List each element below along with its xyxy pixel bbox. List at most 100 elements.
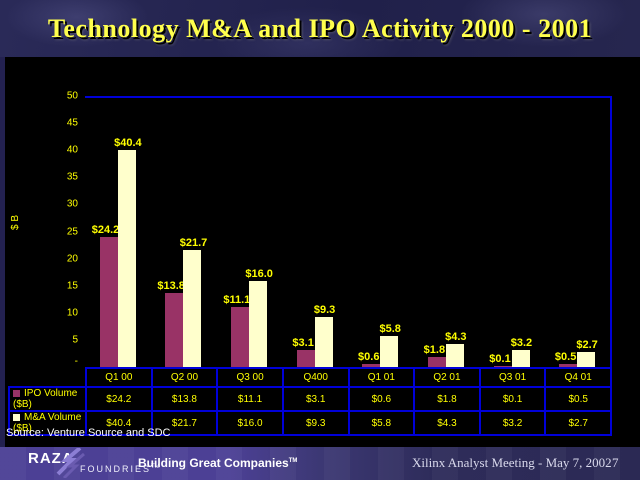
bar-slot: $21.7: [180, 98, 207, 367]
page-title: Technology M&A and IPO Activity 2000 - 2…: [47, 13, 593, 43]
x-axis-label: Q2 01: [413, 367, 481, 388]
foundries-logo-text: FOUNDRIESTM: [80, 464, 160, 474]
x-axis-label: Q2 00: [150, 367, 219, 388]
bar-value-label: $11.1: [223, 294, 251, 307]
ipo-bar: [559, 364, 578, 367]
bar-slot: $13.8: [157, 98, 185, 367]
bar-group: $3.1 $9.3: [282, 98, 348, 367]
y-tick-label: 40: [66, 144, 78, 156]
table-value-cell: $2.7: [544, 410, 612, 436]
bar-value-label: $0.5: [554, 351, 577, 364]
bar-value-label: $0.1: [489, 353, 511, 366]
left-edge-strip: [0, 57, 5, 447]
bar-value-label: $40.4: [114, 136, 142, 149]
bar-group: $0.6 $5.8: [348, 98, 414, 367]
y-tick-label: 45: [66, 117, 78, 129]
y-tick-label: 10: [66, 307, 78, 319]
title-band: Technology M&A and IPO Activity 2000 - 2…: [0, 0, 640, 57]
x-axis-label: Q4 01: [544, 367, 612, 388]
bar-value-label: $3.2: [510, 336, 533, 349]
foundries-label: FOUNDRIES: [80, 464, 152, 474]
ipo-bar: [493, 366, 512, 367]
table-value-cell: $0.5: [544, 386, 612, 412]
y-tick-label: 50: [66, 90, 78, 102]
y-tick-label: 15: [66, 280, 78, 292]
tagline-trademark: TM: [288, 458, 298, 464]
x-axis-label: Q1 00: [85, 367, 153, 388]
bar-value-label: $1.8: [423, 344, 446, 357]
ipo-bar: [427, 357, 446, 367]
ma-bar: [183, 250, 202, 367]
bar-slot: $2.7: [576, 98, 598, 367]
y-tick-label: 35: [66, 171, 78, 183]
table-value-cell: $3.2: [478, 410, 547, 436]
ipo-bar: [362, 363, 381, 367]
bar-group: $24.2 $40.4: [85, 98, 151, 367]
bar-group: $13.8 $21.7: [151, 98, 217, 367]
ma-bar: [445, 343, 464, 367]
bar-group: $11.1 $16.0: [216, 98, 282, 367]
table-value-cell: $11.1: [216, 386, 284, 412]
page-number: 7: [612, 455, 619, 470]
bar-group: $0.1 $3.2: [479, 98, 545, 367]
bar-slot: $24.2: [92, 98, 119, 367]
bar-value-label: $0.6: [358, 350, 380, 363]
bar-slot: $3.2: [510, 98, 533, 367]
bar-slot: $0.1: [489, 98, 512, 367]
bar-group: $0.5 $2.7: [544, 98, 610, 367]
data-table: Q1 00 Q2 00 Q3 00 Q400 Q1 01 Q2 01 Q3 01 Q4 01 I…: [8, 367, 612, 436]
ipo-bar: [231, 307, 250, 367]
ma-bar: [577, 352, 596, 367]
foundries-trademark: TM: [151, 464, 160, 470]
table-corner-cell: [9, 368, 86, 387]
bar-value-label: $4.3: [445, 330, 467, 343]
y-axis: 50 45 40 35 30 25 20 15 10 5 -: [30, 91, 78, 368]
table-row: IPO Volume ($B) $24.2 $13.8 $11.1 $3.1 $0.6 $1…: [8, 386, 612, 412]
ma-bar: [511, 349, 530, 367]
tagline-label: Building Great Companies: [138, 456, 289, 470]
y-tick-label: 20: [66, 253, 78, 265]
legend-swatch: [13, 414, 20, 421]
source-note: Source: Venture Source and SDC: [6, 427, 171, 439]
ma-bar: [314, 316, 333, 367]
table-value-cell: $40.4: [85, 410, 153, 436]
legend-cell: M&A Volume ($B): [8, 410, 87, 436]
bar-slot: $5.8: [379, 98, 401, 367]
y-tick-label: 30: [66, 198, 78, 210]
bar-value-label: $13.8: [157, 279, 185, 292]
bar-slot: $4.3: [445, 98, 467, 367]
y-tick-label: 25: [66, 226, 78, 237]
series-name: IPO Volume ($B): [13, 388, 78, 410]
table-value-cell: $24.2: [85, 386, 153, 412]
bar-value-label: $5.8: [379, 322, 401, 335]
table-value-cell: $13.8: [150, 386, 219, 412]
bar-slot: $16.0: [245, 98, 273, 367]
ipo-bar: [165, 292, 184, 367]
plot-groups: $24.2 $40.4 $13.8 $21.7 $11.1 $16.0 $3.1 $9.3 $0…: [85, 98, 610, 367]
ma-bar: [380, 335, 399, 367]
x-axis-label: Q400: [281, 367, 350, 388]
bar-slot: $40.4: [114, 98, 142, 367]
bar-group: $1.8 $4.3: [413, 98, 479, 367]
y-tick-label: 5: [72, 334, 78, 346]
table-row: M&A Volume ($B) $40.4 $21.7 $16.0 $9.3 $5.8 $4…: [8, 410, 612, 436]
bar-slot: $0.6: [358, 98, 381, 367]
plot-area: $24.2 $40.4 $13.8 $21.7 $11.1 $16.0 $3.1 $9.3 $0…: [85, 96, 612, 367]
bar-slot: $1.8: [424, 98, 446, 367]
bar-value-label: $16.0: [245, 267, 273, 280]
legend-swatch: [13, 390, 20, 397]
tagline-text: Building Great CompaniesTM: [138, 456, 297, 470]
ipo-bar: [99, 236, 118, 367]
legend-cell: IPO Volume ($B): [8, 386, 87, 412]
x-axis-label: Q3 01: [478, 367, 547, 388]
meeting-label: Xilinx Analyst Meeting - May 7, 2002: [412, 455, 612, 470]
table-value-cell: $1.8: [413, 386, 481, 412]
table-value-cell: $0.6: [347, 386, 416, 412]
bar-value-label: $21.7: [179, 237, 208, 250]
y-tick-zero-label: -: [74, 356, 78, 367]
chart-area: $ B 50 45 40 35 30 25 20 15 10 5- $24.2 $40.4 $13.8…: [0, 57, 640, 447]
bar-value-label: $2.7: [576, 339, 598, 352]
ipo-bar: [296, 350, 315, 367]
table-value-cell: $3.1: [281, 386, 350, 412]
table-value-cell: $0.1: [478, 386, 547, 412]
